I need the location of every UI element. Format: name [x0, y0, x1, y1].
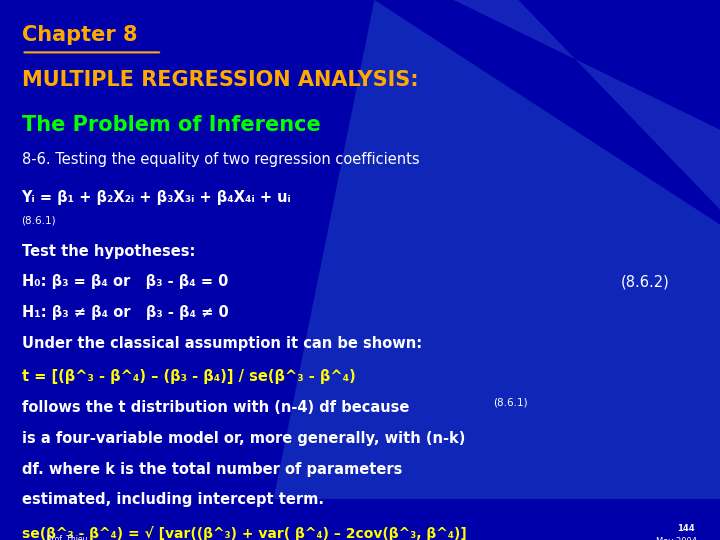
- Text: (8.6.1): (8.6.1): [493, 397, 528, 407]
- Text: MULTIPLE REGRESSION ANALYSIS:: MULTIPLE REGRESSION ANALYSIS:: [22, 70, 418, 90]
- Text: The Problem of Inference: The Problem of Inference: [22, 115, 320, 135]
- Text: df. where k is the total number of parameters: df. where k is the total number of param…: [22, 462, 402, 477]
- Text: May 2004: May 2004: [656, 537, 697, 540]
- Text: Under the classical assumption it can be shown:: Under the classical assumption it can be…: [22, 336, 422, 352]
- Text: (8.6.2): (8.6.2): [621, 274, 670, 289]
- Text: follows the t distribution with (n-4) df because: follows the t distribution with (n-4) df…: [22, 400, 409, 415]
- Text: (8.6.1): (8.6.1): [22, 215, 56, 226]
- Polygon shape: [454, 0, 720, 210]
- Text: Test the hypotheses:: Test the hypotheses:: [22, 244, 195, 259]
- Text: se(β^₃ - β^₄) = √ [var((β^₃) + var( β^₄) – 2cov(β^₃, β^₄)]: se(β^₃ - β^₄) = √ [var((β^₃) + var( β^₄)…: [22, 526, 467, 540]
- Polygon shape: [274, 0, 720, 499]
- Text: Chapter 8: Chapter 8: [22, 25, 137, 45]
- Text: estimated, including intercept term.: estimated, including intercept term.: [22, 492, 323, 508]
- Text: Yᵢ = β₁ + β₂X₂ᵢ + β₃X₃ᵢ + β₄X₄ᵢ + uᵢ: Yᵢ = β₁ + β₂X₂ᵢ + β₃X₃ᵢ + β₄X₄ᵢ + uᵢ: [22, 190, 292, 205]
- Text: 144: 144: [678, 524, 695, 533]
- Text: 8-6. Testing the equality of two regression coefficients: 8-6. Testing the equality of two regress…: [22, 152, 419, 167]
- Text: is a four-variable model or, more generally, with (n-k): is a four-variable model or, more genera…: [22, 430, 465, 445]
- Text: H₀: β₃ = β₄ or   β₃ - β₄ = 0: H₀: β₃ = β₄ or β₃ - β₄ = 0: [22, 274, 228, 289]
- Text: Prof. Thieu: Prof. Thieu: [47, 535, 87, 540]
- Text: H₁: β₃ ≠ β₄ or   β₃ - β₄ ≠ 0: H₁: β₃ ≠ β₄ or β₃ - β₄ ≠ 0: [22, 306, 228, 320]
- Text: t = [(β^₃ - β^₄) – (β₃ - β₄)] / se(β^₃ - β^₄): t = [(β^₃ - β^₄) – (β₃ - β₄)] / se(β^₃ -…: [22, 369, 356, 384]
